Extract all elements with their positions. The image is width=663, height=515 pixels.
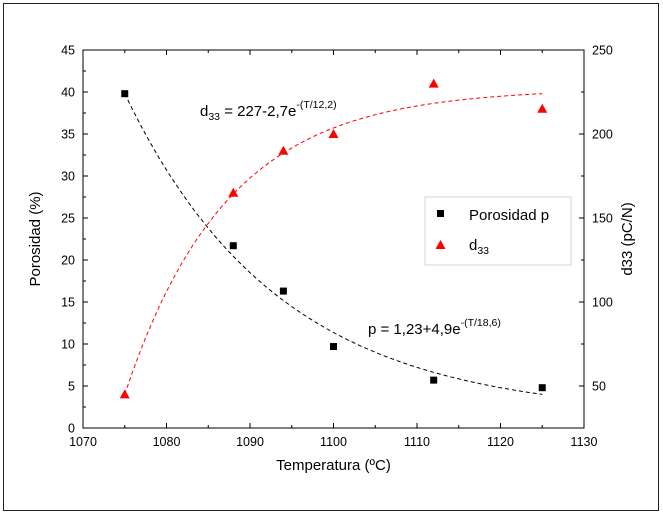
y-right-tick-label: 150 [592, 212, 613, 226]
legend-label-d33: d33 [469, 237, 489, 257]
d33-point [328, 129, 339, 138]
x-axis-title: Temperatura (ºC) [276, 457, 391, 474]
y-right-tick-label: 200 [592, 128, 613, 142]
y-left-tick-label: 15 [61, 296, 75, 310]
y-left-tick-label: 25 [61, 212, 75, 226]
y-right-tick-label: 100 [592, 296, 613, 310]
d33-point [537, 103, 548, 113]
porosity-point [538, 384, 546, 392]
legend-box [424, 196, 572, 266]
y-right-tick-label: 250 [592, 44, 613, 58]
legend-marker-porosidad [437, 210, 444, 217]
y-right-tick-label: 50 [592, 380, 606, 394]
d33-point [119, 389, 130, 399]
x-tick-label: 1070 [69, 435, 97, 449]
y-right-axis-title: d33 (pC/N) [619, 202, 636, 275]
y-left-tick-label: 35 [61, 128, 75, 142]
d33-point [228, 187, 239, 197]
d33-fit-curve [124, 93, 543, 395]
d33-point [278, 145, 289, 155]
legend-marker-d33 [435, 240, 446, 249]
y-left-tick-label: 40 [61, 86, 75, 100]
y-left-tick-label: 30 [61, 170, 75, 184]
porosity-point [229, 242, 237, 250]
x-tick-label: 1110 [404, 435, 430, 449]
y-left-tick-label: 5 [68, 380, 75, 394]
x-tick-label: 1130 [571, 435, 598, 449]
legend: Porosidad p d33 [424, 196, 572, 266]
d33-point [428, 78, 439, 88]
x-tick-label: 1090 [236, 435, 264, 449]
porosity-fit-curve [124, 93, 543, 395]
porosity-point [430, 376, 438, 384]
y-left-tick-label: 0 [68, 422, 75, 436]
porosity-point [330, 343, 337, 351]
y-left-axis-title: Porosidad (%) [27, 191, 44, 286]
fit-curves [124, 93, 543, 395]
equations: d33 = 227-2,7e-(T/12,2) p = 1,23+4,9e-(T… [200, 99, 501, 338]
legend-label-porosidad: Porosidad p [469, 207, 549, 224]
x-tick-label: 1120 [487, 435, 514, 449]
p-equation: p = 1,23+4,9e-(T/18,6) [368, 317, 501, 338]
porosity-point [279, 287, 287, 295]
data-points [119, 78, 548, 399]
x-tick-label: 1080 [153, 435, 181, 449]
axes: 1070 1080 1090 1100 1110 1120 1130 0 5 10 15 20 25 30… [27, 44, 636, 475]
x-tick-label: 1100 [320, 435, 347, 449]
porosity-point [121, 90, 129, 98]
y-left-tick-label: 20 [61, 254, 75, 268]
y-left-tick-label: 10 [61, 338, 75, 352]
d33-equation: d33 = 227-2,7e-(T/12,2) [200, 99, 337, 123]
y-left-tick-label: 45 [61, 44, 75, 58]
